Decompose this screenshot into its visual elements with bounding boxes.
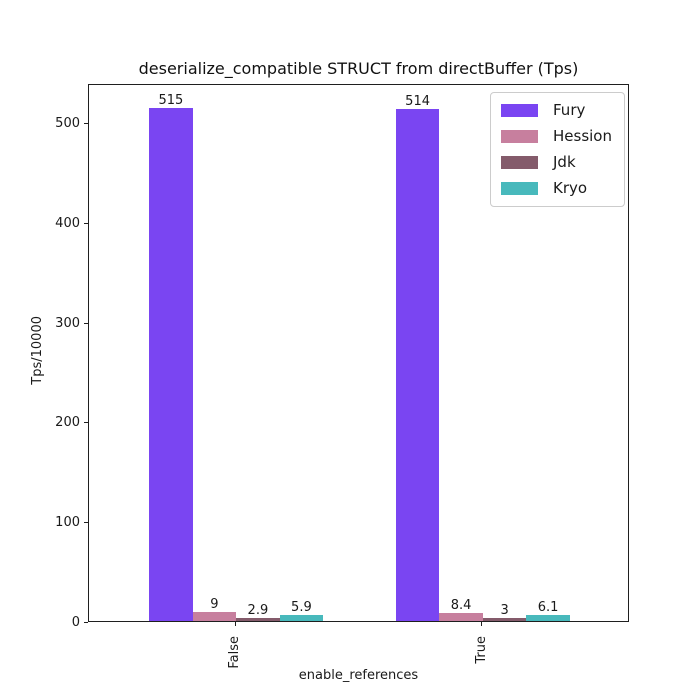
bar-fury-false [149, 107, 193, 621]
legend-label: Hession [553, 127, 612, 145]
y-tick-label: 400 [55, 215, 80, 231]
legend-item-jdk: Jdk [501, 154, 612, 171]
bar-fury-true [395, 108, 440, 621]
legend-swatch-fury [501, 104, 538, 117]
y-tick-mark [84, 521, 88, 523]
x-tick-mark [234, 622, 236, 626]
y-tick-label: 300 [55, 315, 80, 331]
y-tick-mark [84, 621, 88, 623]
y-tick-label: 100 [55, 514, 80, 530]
legend-label: Jdk [553, 153, 576, 171]
legend-item-kryo: Kryo [501, 180, 612, 197]
bar-kryo-false [279, 615, 324, 621]
plot-area: Fury Hession Jdk Kryo 515 514 9 8.4 2.9 3 5.9 6.1 [88, 84, 629, 622]
bar-jdk-false [236, 618, 280, 621]
x-axis-label: enable_references [298, 668, 419, 683]
y-tick-label: 500 [55, 116, 80, 132]
y-tick-mark [84, 222, 88, 224]
bar-value-label: 5.9 [291, 600, 312, 616]
bar-value-label: 3 [500, 603, 509, 618]
y-tick-mark [84, 422, 88, 424]
legend-label: Kryo [553, 179, 588, 197]
y-tick-label: 200 [55, 415, 80, 431]
y-tick-mark [84, 123, 88, 125]
bar-jdk-true [482, 618, 527, 621]
bar-value-label: 6.1 [537, 599, 559, 615]
bar-value-label: 2.9 [247, 603, 269, 619]
bar-kryo-true [526, 614, 570, 621]
legend-swatch-kryo [501, 182, 538, 195]
x-tick-label: False [227, 636, 243, 669]
legend-item-fury: Fury [501, 102, 612, 119]
legend-item-hession: Hession [501, 128, 612, 145]
bar-hession-false [192, 612, 237, 621]
bar-value-label: 515 [158, 92, 184, 108]
x-tick-label: True [473, 636, 489, 664]
y-tick-mark [84, 322, 88, 324]
chart-title: deserialize_compatible STRUCT from direc… [138, 59, 579, 78]
legend-swatch-jdk [501, 156, 538, 169]
bar-value-label: 8.4 [450, 597, 472, 613]
x-tick-mark [481, 622, 483, 626]
bar-value-label: 514 [405, 93, 430, 109]
legend: Fury Hession Jdk Kryo [490, 92, 625, 207]
bar-value-label: 9 [210, 597, 219, 613]
y-tick-label: 0 [71, 614, 80, 630]
bar-hession-true [439, 612, 483, 621]
legend-swatch-hession [501, 130, 538, 143]
legend-label: Fury [553, 101, 586, 119]
